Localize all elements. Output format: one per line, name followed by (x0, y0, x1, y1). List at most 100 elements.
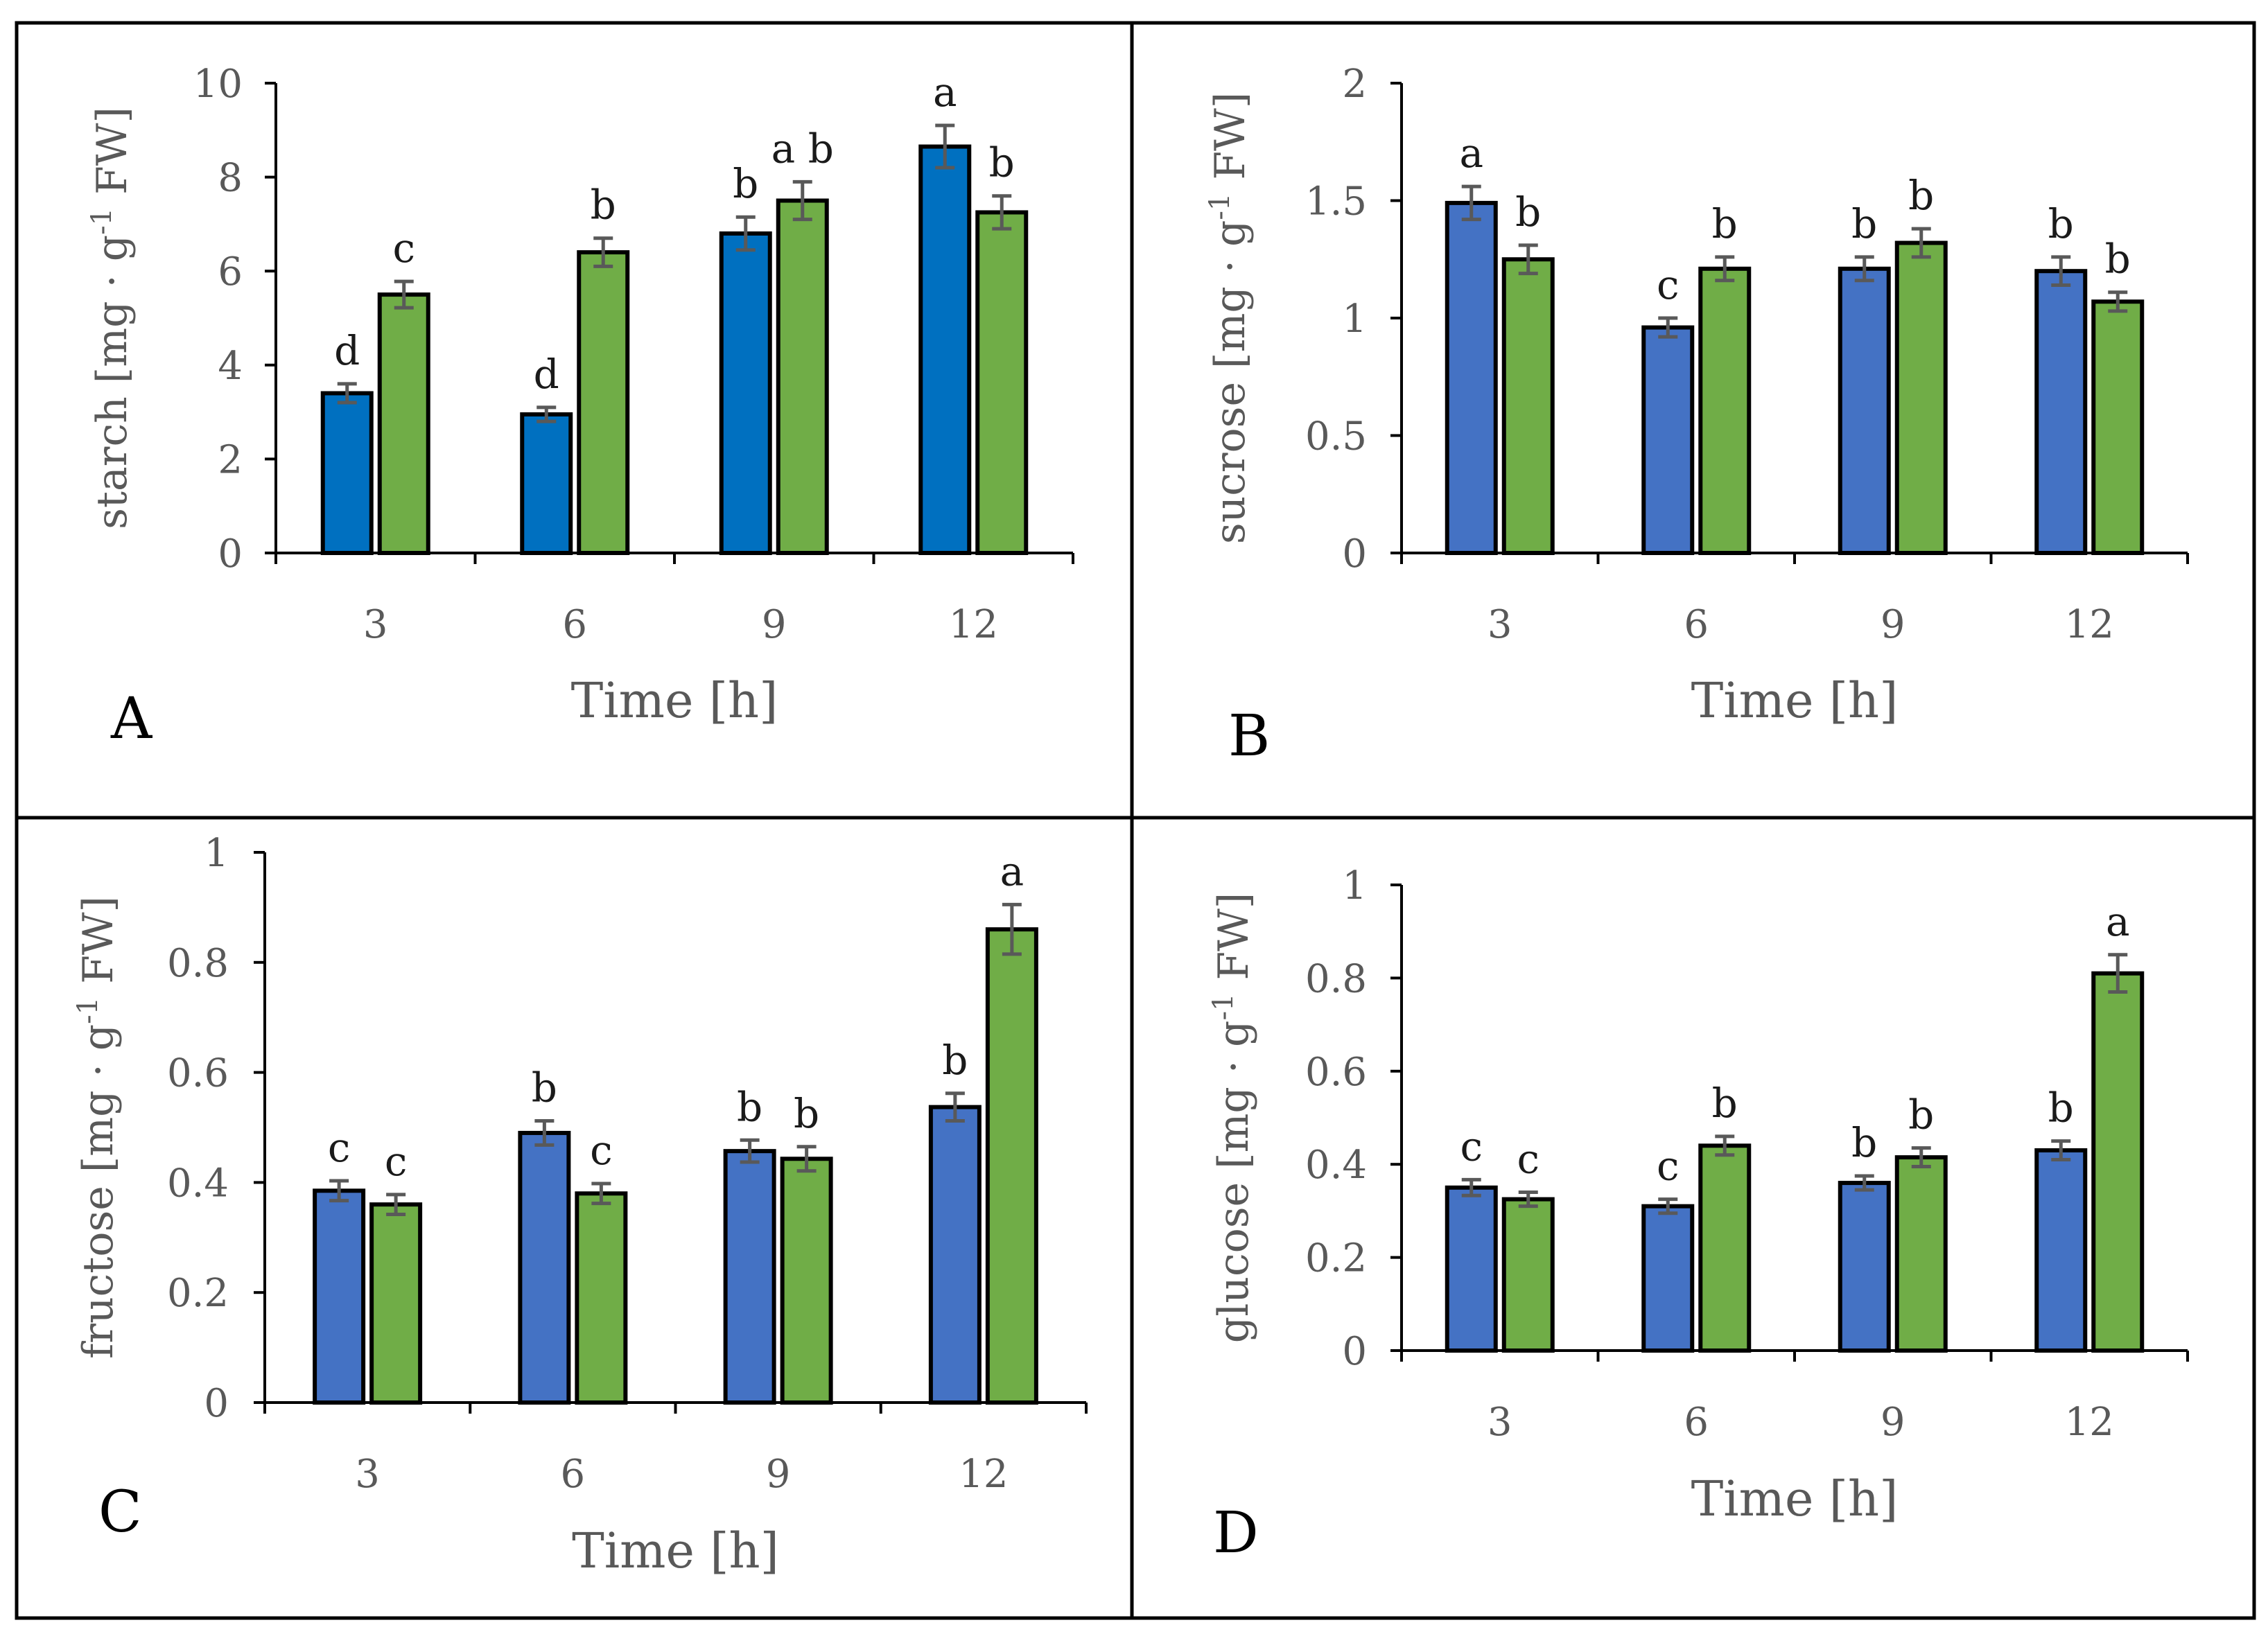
bar-1-12 (2034, 1148, 2088, 1353)
y-axis-title: glucose [mg · g-1 FW] (1207, 893, 1258, 1343)
bar-2-12 (975, 210, 1029, 555)
significance-letter: c (1460, 1123, 1483, 1170)
bar-1-3 (320, 391, 374, 555)
significance-letter: b (1851, 1119, 1877, 1166)
y-axis-title-superscript: -1 (72, 997, 104, 1024)
bar-2-6 (575, 1191, 628, 1405)
significance-letter: b (794, 1090, 819, 1137)
x-axis-title: Time [h] (1691, 1470, 1899, 1527)
panel-letter: D (1213, 1500, 1259, 1566)
y-tick-label: 2 (1342, 62, 1367, 107)
x-axis-title: Time [h] (571, 672, 778, 729)
y-tick-label: 0.6 (167, 1051, 229, 1096)
x-tick-label: 3 (1488, 1400, 1512, 1445)
y-tick-label: 0 (1342, 1329, 1367, 1374)
panel-letter: B (1228, 703, 1270, 769)
significance-letter: c (1657, 1143, 1679, 1190)
bar-2-9 (780, 1157, 833, 1405)
x-tick-label: 12 (2065, 602, 2114, 647)
significance-letter: b (2048, 1084, 2074, 1132)
x-tick-label: 12 (2065, 1400, 2114, 1445)
significance-letter: b (591, 182, 616, 229)
y-tick-label: 0.4 (167, 1161, 229, 1206)
x-tick-label: 6 (562, 602, 587, 647)
y-tick-label: 8 (218, 156, 243, 201)
bar-2-12 (2091, 971, 2145, 1353)
bar-1-6 (520, 412, 573, 555)
bar-1-6 (1641, 1204, 1695, 1353)
significance-letter: c (1517, 1136, 1539, 1183)
bar-1-6 (518, 1130, 571, 1405)
bar-2-9 (776, 198, 829, 555)
significance-letter: c (385, 1138, 407, 1185)
y-tick-label: 0 (204, 1381, 229, 1426)
x-tick-label: 12 (959, 1452, 1008, 1497)
y-tick-label: 0 (218, 531, 243, 577)
significance-letter: c (590, 1127, 612, 1174)
y-tick-label: 1 (1342, 297, 1367, 342)
x-tick-label: 9 (766, 1452, 791, 1497)
bar-2-6 (1698, 1143, 1752, 1353)
bar-2-6 (1698, 266, 1752, 555)
x-tick-label: 3 (355, 1452, 380, 1497)
bar-1-9 (1838, 1181, 1891, 1353)
bar-1-12 (928, 1105, 982, 1405)
y-axis-title-superscript: -1 (86, 208, 118, 235)
panel-letter: C (98, 1479, 142, 1545)
significance-letter: b (2105, 236, 2131, 283)
significance-letter: a b (771, 125, 834, 172)
significance-letter: b (942, 1037, 968, 1084)
bar-1-12 (2034, 269, 2088, 555)
y-axis-title-end: FW] (1210, 893, 1258, 994)
bar-1-12 (918, 144, 972, 555)
y-tick-label: 0.5 (1305, 414, 1367, 459)
y-tick-label: 6 (218, 249, 243, 295)
y-tick-label: 4 (218, 344, 243, 389)
significance-letter: a (1000, 847, 1024, 895)
x-tick-label: 6 (561, 1452, 586, 1497)
y-tick-label: 0.4 (1305, 1143, 1367, 1188)
significance-letter: b (737, 1083, 762, 1130)
significance-letter: b (1515, 188, 1541, 236)
significance-letter: d (534, 351, 559, 398)
x-tick-label: 3 (363, 602, 388, 647)
y-tick-label: 0.8 (167, 941, 229, 986)
significance-letter: b (1908, 172, 1934, 219)
y-tick-label: 0.8 (1305, 956, 1367, 1001)
significance-letter: b (2048, 200, 2074, 247)
y-tick-label: 1 (1342, 863, 1367, 908)
significance-letter: b (1712, 1080, 1738, 1127)
significance-letter: d (334, 327, 360, 374)
bar-2-9 (1894, 1155, 1948, 1353)
bar-1-3 (313, 1188, 366, 1405)
bar-1-9 (1838, 266, 1891, 555)
bar-2-3 (377, 292, 430, 555)
y-tick-label: 1 (204, 831, 229, 876)
y-axis-title-end: FW] (74, 896, 123, 997)
significance-letter: a (1459, 130, 1483, 177)
bar-2-12 (985, 927, 1038, 1405)
significance-letter: a (933, 69, 957, 116)
significance-letter: b (733, 160, 758, 207)
y-tick-label: 0.6 (1305, 1050, 1367, 1095)
y-axis-title-end: FW] (88, 107, 137, 208)
bar-2-3 (369, 1202, 423, 1405)
x-tick-label: 3 (1488, 602, 1512, 647)
y-axis-title-main: sucrose [mg · g (1206, 220, 1255, 545)
y-axis-title-end: FW] (1206, 92, 1255, 193)
y-axis-title-main: fructose [mg · g (74, 1024, 123, 1359)
x-axis-title: Time [h] (572, 1522, 779, 1579)
significance-letter: b (1851, 200, 1877, 247)
y-tick-label: 1.5 (1305, 179, 1367, 225)
bar-1-3 (1445, 1185, 1498, 1353)
bar-2-6 (577, 250, 630, 555)
panel-frame (15, 21, 2256, 1620)
bar-2-12 (2091, 299, 2145, 555)
panel-letter: A (110, 686, 153, 752)
y-axis-title: starch [mg · g-1 FW] (86, 107, 137, 529)
x-tick-label: 9 (762, 602, 787, 647)
